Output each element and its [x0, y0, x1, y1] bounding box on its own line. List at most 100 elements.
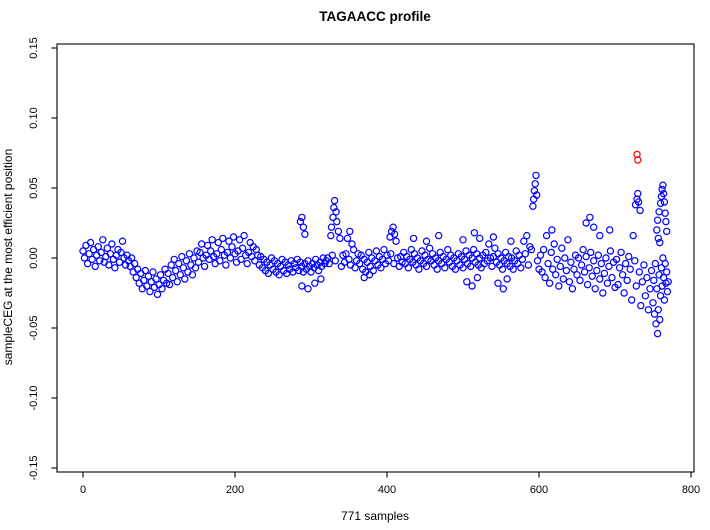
data-point: [99, 236, 107, 244]
data-point: [301, 230, 309, 238]
data-point: [325, 259, 333, 268]
data-point: [251, 257, 259, 265]
data-point: [662, 217, 670, 226]
x-tick-label: 400: [378, 484, 396, 496]
data-point: [86, 238, 95, 247]
data-point: [459, 236, 467, 244]
x-tick-label: 600: [530, 484, 548, 496]
data-point: [476, 234, 484, 243]
data-point: [304, 285, 312, 293]
data-point: [656, 292, 665, 300]
data-point: [346, 227, 354, 236]
data-point: [222, 261, 230, 269]
data-point: [531, 180, 539, 188]
data-point: [549, 265, 557, 273]
data-point: [661, 209, 669, 217]
y-tick-label: 0.15: [28, 37, 40, 58]
data-point: [634, 198, 643, 206]
data-point: [141, 266, 149, 275]
data-point: [97, 248, 105, 257]
data-point: [206, 247, 215, 255]
data-point: [498, 265, 507, 273]
data-point: [275, 271, 283, 279]
data-point: [342, 250, 350, 258]
data-point: [588, 272, 596, 280]
data-point: [229, 233, 238, 241]
data-point: [663, 268, 671, 276]
data-point: [237, 255, 245, 264]
data-point: [143, 282, 151, 290]
data-point: [228, 243, 236, 251]
data-point: [296, 258, 305, 266]
data-point: [561, 254, 569, 262]
data-point: [327, 231, 335, 240]
data-point: [80, 254, 89, 262]
data-point: [585, 264, 593, 272]
data-point: [336, 234, 344, 243]
data-point: [628, 296, 636, 304]
data-point: [223, 248, 232, 257]
data-point: [532, 171, 540, 180]
data-point: [507, 237, 515, 245]
data-point: [216, 257, 224, 265]
data-point: [190, 254, 198, 262]
data-point: [559, 275, 568, 283]
data-point: [462, 247, 470, 255]
data-point: [164, 269, 172, 278]
data-point: [473, 273, 482, 282]
data-point: [655, 208, 663, 216]
data-point: [182, 257, 191, 265]
data-point: [167, 261, 175, 269]
data-point: [654, 306, 663, 314]
data-point: [441, 264, 449, 272]
data-point: [602, 254, 610, 262]
data-point: [146, 287, 154, 296]
data-point: [530, 187, 539, 195]
data-point: [640, 261, 648, 269]
data-point: [425, 244, 434, 252]
x-axis-ticks: 0 200 400 600 800: [80, 472, 700, 496]
data-point: [165, 280, 174, 289]
data-point: [620, 289, 628, 297]
data-point: [562, 266, 571, 275]
data-point: [651, 259, 660, 268]
data-point: [331, 257, 339, 265]
data-point: [608, 273, 616, 282]
data-point: [95, 257, 104, 265]
data-point: [637, 301, 645, 310]
data-point: [194, 258, 203, 266]
data-point: [103, 244, 112, 252]
data-point: [299, 223, 308, 231]
data-point: [644, 306, 653, 314]
data-point: [333, 217, 341, 226]
data-point: [435, 231, 443, 240]
data-point: [650, 276, 658, 285]
data-point: [597, 259, 606, 268]
data-point: [576, 276, 584, 285]
data-point: [130, 259, 139, 268]
data-point: [422, 237, 431, 245]
data-point: [108, 240, 116, 248]
data-point: [196, 248, 204, 257]
data-point: [653, 216, 662, 224]
data-point: [332, 208, 340, 216]
data-point: [219, 234, 227, 243]
data-point: [577, 261, 586, 269]
data-point: [409, 234, 418, 243]
data-point: [226, 254, 235, 262]
y-tick-label: 0.05: [28, 177, 40, 198]
data-point: [565, 278, 574, 286]
data-point: [635, 268, 644, 276]
x-tick-label: 0: [80, 484, 86, 496]
data-point: [582, 252, 590, 261]
data-point: [330, 203, 338, 212]
data-point: [603, 279, 612, 287]
data-point: [596, 231, 604, 240]
data-point: [197, 240, 206, 248]
y-tick-label: -0.10: [28, 385, 40, 410]
data-point: [646, 285, 654, 293]
data-point: [469, 245, 478, 254]
data-point: [586, 213, 594, 222]
data-point: [556, 262, 565, 271]
data-point: [634, 189, 642, 198]
